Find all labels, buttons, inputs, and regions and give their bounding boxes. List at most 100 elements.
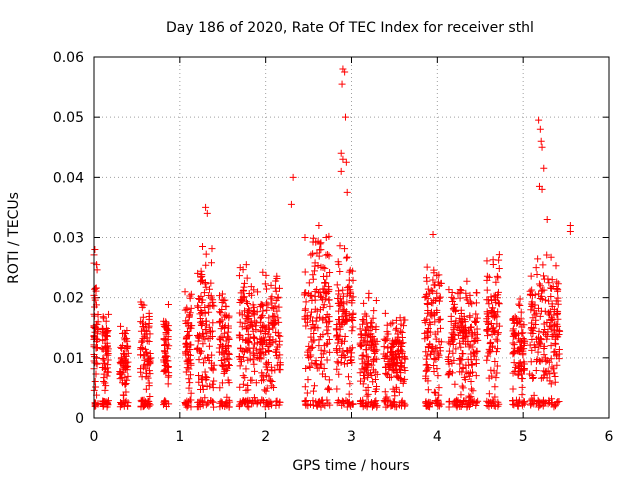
data-point (426, 340, 434, 348)
data-point (252, 379, 260, 387)
data-point (554, 398, 562, 406)
data-point (309, 234, 317, 242)
data-point (92, 383, 100, 391)
data-point (434, 372, 442, 380)
data-point (468, 329, 476, 337)
data-point (540, 164, 548, 172)
data-point (519, 329, 527, 337)
data-point (535, 403, 543, 411)
data-point (207, 359, 215, 367)
data-point (304, 348, 312, 356)
data-point (398, 402, 406, 410)
data-point (364, 390, 372, 398)
data-point (324, 385, 332, 393)
data-point (432, 335, 440, 343)
data-point (551, 378, 559, 386)
data-point (266, 376, 274, 384)
data-point (423, 263, 431, 271)
data-point (520, 398, 528, 406)
data-point (468, 300, 476, 308)
data-point (436, 324, 444, 332)
data-point (315, 221, 323, 229)
data-point (202, 317, 210, 325)
data-point (222, 355, 230, 363)
data-point (536, 339, 544, 347)
data-point (185, 375, 193, 383)
data-point (194, 303, 202, 311)
data-point (216, 403, 224, 411)
data-point (118, 345, 126, 353)
data-point (364, 361, 372, 369)
data-point (317, 346, 325, 354)
data-point (313, 307, 321, 315)
data-point (466, 323, 474, 331)
data-point (360, 317, 368, 325)
data-point (122, 364, 130, 372)
data-point (464, 337, 472, 345)
data-point (309, 320, 317, 328)
data-point (389, 366, 397, 374)
data-point (516, 367, 524, 375)
data-point (319, 304, 327, 312)
data-point (467, 377, 475, 385)
data-point (468, 360, 476, 368)
data-point (146, 393, 154, 401)
data-point (465, 403, 473, 411)
data-point (341, 245, 349, 253)
data-point (257, 327, 265, 335)
data-point (456, 294, 464, 302)
data-point (323, 340, 331, 348)
x-tick-label: 2 (261, 429, 270, 445)
data-point (454, 400, 462, 408)
data-point (465, 361, 473, 369)
data-point (370, 346, 378, 354)
data-point (485, 320, 493, 328)
data-point (527, 401, 535, 409)
data-point (249, 301, 257, 309)
data-point (554, 286, 562, 294)
data-point (362, 312, 370, 320)
data-point (533, 270, 541, 278)
data-point (399, 339, 407, 347)
data-point (490, 328, 498, 336)
data-point (436, 315, 444, 323)
data-point (270, 313, 278, 321)
data-point (320, 301, 328, 309)
data-point (272, 287, 280, 295)
data-point (334, 295, 342, 303)
data-point (341, 333, 349, 341)
data-point (197, 278, 205, 286)
data-point (433, 365, 441, 373)
data-point (381, 309, 389, 317)
data-point (243, 315, 251, 323)
data-point (323, 396, 331, 404)
data-point (539, 261, 547, 269)
data-point (536, 125, 544, 133)
data-point (437, 279, 445, 287)
data-point (264, 400, 272, 408)
data-point (381, 388, 389, 396)
plot-frame (93, 56, 610, 419)
data-point (491, 383, 499, 391)
data-point (193, 345, 201, 353)
data-point (538, 185, 546, 193)
y-tick-label: 0.05 (53, 110, 84, 126)
data-point (517, 308, 525, 316)
data-point (337, 167, 345, 175)
data-point (456, 368, 464, 376)
data-point (383, 393, 391, 401)
data-point (428, 308, 436, 316)
data-point (307, 333, 315, 341)
data-point (528, 326, 536, 334)
data-point (187, 403, 195, 411)
data-point (357, 331, 365, 339)
data-point (540, 342, 548, 350)
data-point (221, 361, 229, 369)
data-point (423, 300, 431, 308)
data-point (426, 320, 434, 328)
data-point (194, 331, 202, 339)
data-point (395, 350, 403, 358)
data-point (261, 386, 269, 394)
data-point (448, 289, 456, 297)
data-point (527, 358, 535, 366)
